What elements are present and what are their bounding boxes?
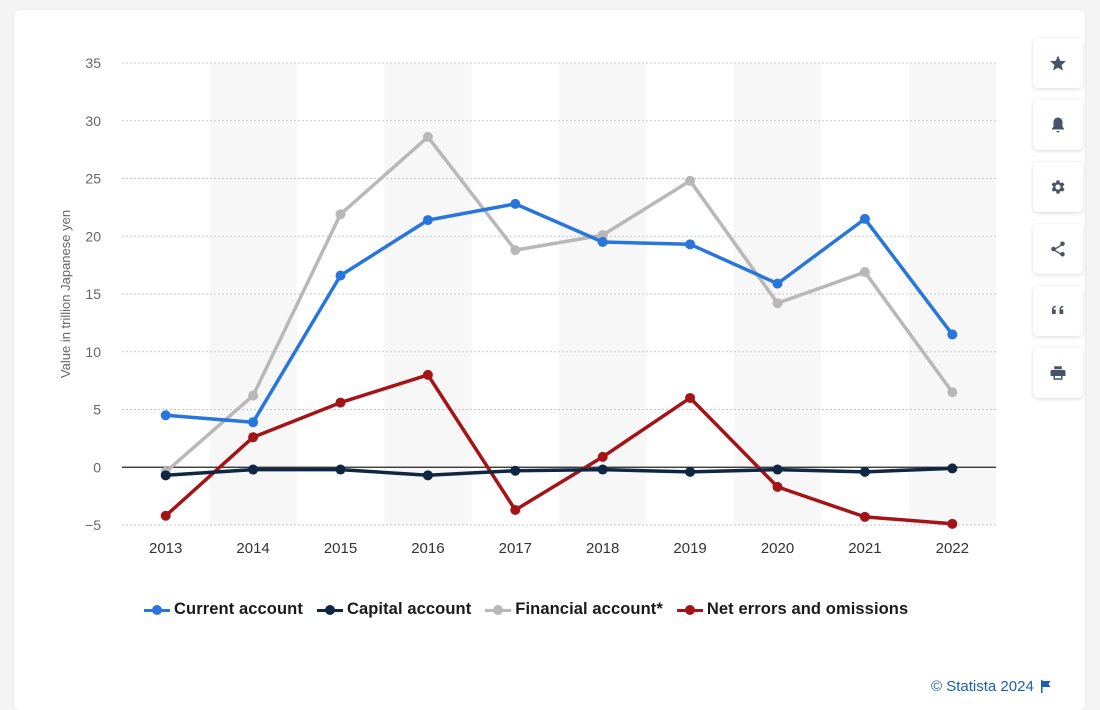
data-point[interactable]: [947, 463, 958, 474]
legend-label: Net errors and omissions: [706, 600, 909, 618]
series-line[interactable]: [164, 373, 953, 526]
data-point[interactable]: [772, 278, 783, 289]
data-point[interactable]: [422, 369, 433, 380]
data-point[interactable]: [335, 464, 346, 475]
data-point[interactable]: [947, 329, 958, 340]
x-tick-label: 2020: [761, 540, 794, 557]
series-line[interactable]: [165, 202, 954, 424]
data-point[interactable]: [510, 245, 521, 256]
data-point[interactable]: [685, 466, 696, 477]
data-point[interactable]: [248, 464, 259, 475]
print-icon: [1050, 366, 1066, 380]
legend-marker: [144, 604, 170, 615]
data-point[interactable]: [859, 511, 870, 522]
legend-label: Financial account*: [515, 600, 663, 618]
legend-marker: [485, 604, 512, 615]
data-point[interactable]: [510, 504, 521, 515]
action-sidebar: [1033, 38, 1083, 398]
data-point[interactable]: [422, 470, 433, 481]
y-tick-label: −5: [85, 517, 101, 533]
y-tick-label: 5: [93, 402, 101, 418]
x-tick-label: 2021: [848, 540, 881, 557]
y-tick-label: 15: [85, 286, 101, 302]
quote-icon: [1052, 305, 1064, 314]
data-point[interactable]: [160, 510, 171, 521]
x-axis-ticks: 2013 2014 2015 2016 2017 2018 2019 2020 2021 2022: [149, 540, 969, 557]
data-point[interactable]: [597, 451, 608, 462]
data-point[interactable]: [335, 397, 346, 408]
y-tick-label: 30: [85, 113, 101, 129]
series-line[interactable]: [165, 466, 953, 478]
data-point[interactable]: [685, 239, 696, 250]
data-point[interactable]: [685, 392, 696, 403]
series-points: [160, 131, 958, 529]
legend-item[interactable]: Net errors and omissions: [676, 600, 909, 619]
x-tick-label: 2016: [411, 540, 444, 557]
series-line[interactable]: [164, 135, 954, 474]
data-point[interactable]: [947, 518, 958, 529]
share-button[interactable]: [1033, 224, 1083, 274]
chart-card: 35 30 25 20 15 10 5 0 −5 2013 2014 2015 2016 2017 201…: [14, 10, 1085, 710]
y-tick-label: 35: [85, 55, 101, 71]
gear-icon: [1051, 180, 1065, 194]
data-point[interactable]: [248, 417, 259, 428]
y-tick-label: 10: [85, 344, 101, 360]
y-axis-ticks: 35 30 25 20 15 10 5 0 −5: [85, 55, 101, 533]
data-point[interactable]: [422, 131, 433, 142]
legend-item[interactable]: Capital account: [316, 600, 472, 619]
data-point[interactable]: [248, 390, 259, 401]
data-point[interactable]: [335, 270, 346, 281]
x-tick-label: 2015: [324, 540, 357, 557]
legend-marker: [676, 604, 703, 615]
data-point[interactable]: [597, 230, 608, 241]
gridlines: [122, 62, 996, 526]
legend-item[interactable]: Current account: [144, 600, 303, 619]
star-icon: [1050, 55, 1066, 71]
series-lines: [164, 135, 954, 526]
data-point[interactable]: [859, 466, 870, 477]
favorite-button[interactable]: [1033, 38, 1083, 88]
data-point[interactable]: [947, 387, 958, 398]
data-point[interactable]: [859, 267, 870, 278]
data-point[interactable]: [510, 465, 521, 476]
legend-marker: [316, 604, 343, 615]
chart-legend: Current account Capital account Financial …: [144, 600, 908, 619]
data-point[interactable]: [510, 198, 521, 209]
data-point[interactable]: [335, 209, 346, 220]
y-tick-label: 25: [85, 171, 101, 187]
data-point[interactable]: [597, 464, 608, 475]
data-point[interactable]: [422, 215, 433, 226]
settings-button[interactable]: [1033, 162, 1083, 212]
flag-icon[interactable]: [1040, 680, 1052, 693]
data-point[interactable]: [160, 410, 171, 421]
x-tick-label: 2019: [673, 540, 706, 557]
legend-item[interactable]: Financial account*: [485, 600, 663, 619]
data-point[interactable]: [248, 432, 259, 443]
x-tick-label: 2017: [499, 540, 532, 557]
data-point[interactable]: [772, 464, 783, 475]
data-point[interactable]: [859, 213, 870, 224]
data-point[interactable]: [685, 175, 696, 186]
print-button[interactable]: [1033, 348, 1083, 398]
bell-icon: [1052, 117, 1064, 133]
statista-credit[interactable]: © Statista 2024: [931, 678, 1052, 695]
legend-label: Current account: [174, 600, 303, 618]
notification-button[interactable]: [1033, 100, 1083, 150]
y-axis-label: Value in trillion Japanese yen: [58, 210, 73, 378]
legend-label: Capital account: [346, 600, 472, 618]
y-tick-label: 0: [93, 459, 101, 475]
data-point[interactable]: [772, 298, 783, 309]
data-point[interactable]: [597, 237, 608, 248]
x-tick-label: 2018: [586, 540, 619, 557]
cite-button[interactable]: [1033, 286, 1083, 336]
share-icon: [1051, 241, 1065, 257]
y-tick-label: 20: [85, 228, 101, 244]
x-tick-label: 2014: [236, 540, 269, 557]
data-point[interactable]: [772, 481, 783, 492]
x-tick-label: 2022: [936, 540, 969, 557]
x-tick-label: 2013: [149, 540, 182, 557]
credit-text[interactable]: © Statista 2024: [931, 678, 1034, 695]
data-point[interactable]: [160, 470, 171, 481]
